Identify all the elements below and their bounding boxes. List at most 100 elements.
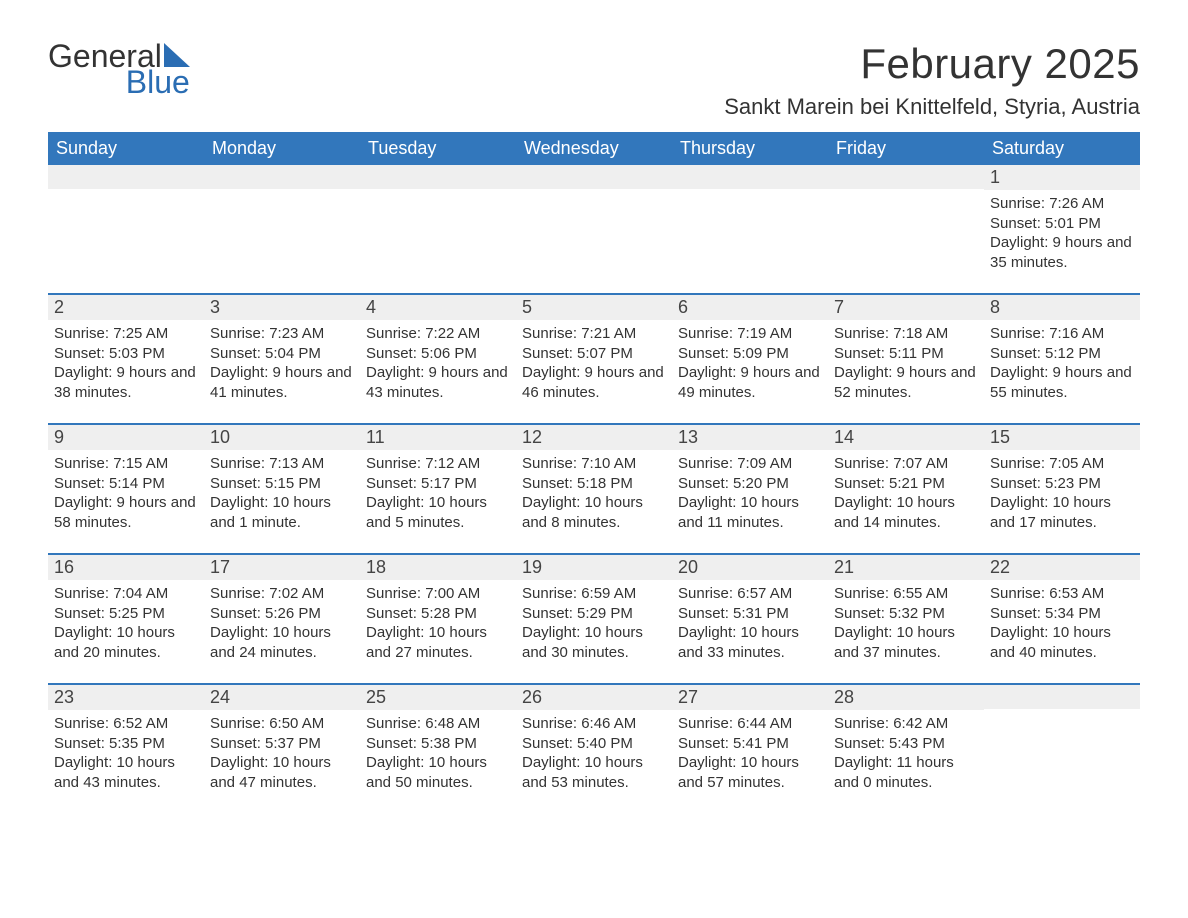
daylight-text: Daylight: 10 hours and 30 minutes. [522,623,666,662]
sunset-text: Sunset: 5:07 PM [522,344,666,364]
day-body: Sunrise: 7:07 AMSunset: 5:21 PMDaylight:… [828,450,984,540]
sunrise-text: Sunrise: 7:07 AM [834,454,978,474]
sunset-text: Sunset: 5:14 PM [54,474,198,494]
sunset-text: Sunset: 5:32 PM [834,604,978,624]
daylight-text: Daylight: 9 hours and 43 minutes. [366,363,510,402]
sunset-text: Sunset: 5:20 PM [678,474,822,494]
day-body: Sunrise: 7:18 AMSunset: 5:11 PMDaylight:… [828,320,984,410]
daylight-text: Daylight: 10 hours and 17 minutes. [990,493,1134,532]
day-number: 16 [48,555,204,580]
daylight-text: Daylight: 11 hours and 0 minutes. [834,753,978,792]
day-body [204,189,360,201]
sunset-text: Sunset: 5:21 PM [834,474,978,494]
day-cell: 4Sunrise: 7:22 AMSunset: 5:06 PMDaylight… [360,295,516,413]
daylight-text: Daylight: 10 hours and 53 minutes. [522,753,666,792]
dow-header-row: Sunday Monday Tuesday Wednesday Thursday… [48,132,1140,165]
sunset-text: Sunset: 5:12 PM [990,344,1134,364]
day-number: 11 [360,425,516,450]
day-body: Sunrise: 7:23 AMSunset: 5:04 PMDaylight:… [204,320,360,410]
daylight-text: Daylight: 10 hours and 8 minutes. [522,493,666,532]
sunset-text: Sunset: 5:38 PM [366,734,510,754]
daylight-text: Daylight: 10 hours and 14 minutes. [834,493,978,532]
day-number: 21 [828,555,984,580]
sunset-text: Sunset: 5:11 PM [834,344,978,364]
day-number: 28 [828,685,984,710]
sunset-text: Sunset: 5:34 PM [990,604,1134,624]
day-cell: 6Sunrise: 7:19 AMSunset: 5:09 PMDaylight… [672,295,828,413]
sunrise-text: Sunrise: 7:09 AM [678,454,822,474]
daylight-text: Daylight: 9 hours and 49 minutes. [678,363,822,402]
sunrise-text: Sunrise: 6:59 AM [522,584,666,604]
calendar-week: 1Sunrise: 7:26 AMSunset: 5:01 PMDaylight… [48,165,1140,283]
dow-wednesday: Wednesday [516,132,672,165]
day-cell: 25 Sunrise: 6:48 AMSunset: 5:38 PMDayligh… [360,685,516,803]
day-number: 8 [984,295,1140,320]
sunrise-text: Sunrise: 6:50 AM [210,714,354,734]
day-body: Sunrise: 6:50 AMSunset: 5:37 PMDaylight:… [204,710,360,800]
day-body: Sunrise: 6:46 AMSunset: 5:40 PMDaylight:… [516,710,672,800]
day-body [516,189,672,201]
day-number [828,165,984,189]
day-cell: 22Sunrise: 6:53 AMSunset: 5:34 PMDayligh… [984,555,1140,673]
sunset-text: Sunset: 5:18 PM [522,474,666,494]
day-body [672,189,828,201]
sunrise-text: Sunrise: 7:18 AM [834,324,978,344]
day-number: 15 [984,425,1140,450]
day-body: Sunrise: 7:12 AMSunset: 5:17 PMDaylight:… [360,450,516,540]
day-cell [360,165,516,283]
day-cell: 19Sunrise: 6:59 AMSunset: 5:29 PMDayligh… [516,555,672,673]
day-number: 2 [48,295,204,320]
day-cell: 14Sunrise: 7:07 AMSunset: 5:21 PMDayligh… [828,425,984,543]
day-body: Sunrise: 6:42 AMSunset: 5:43 PMDaylight:… [828,710,984,800]
sunset-text: Sunset: 5:17 PM [366,474,510,494]
daylight-text: Daylight: 9 hours and 46 minutes. [522,363,666,402]
calendar-week: 23Sunrise: 6:52 AMSunset: 5:35 PMDayligh… [48,683,1140,803]
day-cell: 24Sunrise: 6:50 AMSunset: 5:37 PMDayligh… [204,685,360,803]
sunrise-text: Sunrise: 7:22 AM [366,324,510,344]
day-cell: 7Sunrise: 7:18 AMSunset: 5:11 PMDaylight… [828,295,984,413]
day-cell: 13Sunrise: 7:09 AMSunset: 5:20 PMDayligh… [672,425,828,543]
daylight-text: Daylight: 10 hours and 50 minutes. [366,753,510,792]
day-number: 23 [48,685,204,710]
daylight-text: Daylight: 10 hours and 1 minute. [210,493,354,532]
sunset-text: Sunset: 5:26 PM [210,604,354,624]
day-body: Sunrise: 7:02 AMSunset: 5:26 PMDaylight:… [204,580,360,670]
day-cell: 11Sunrise: 7:12 AMSunset: 5:17 PMDayligh… [360,425,516,543]
sunset-text: Sunset: 5:01 PM [990,214,1134,234]
sunset-text: Sunset: 5:03 PM [54,344,198,364]
sunrise-text: Sunrise: 7:15 AM [54,454,198,474]
day-cell [516,165,672,283]
day-number: 20 [672,555,828,580]
sunset-text: Sunset: 5:23 PM [990,474,1134,494]
day-number: 17 [204,555,360,580]
sunrise-text: Sunrise: 7:12 AM [366,454,510,474]
sunrise-text: Sunrise: 6:48 AM [366,714,510,734]
sunset-text: Sunset: 5:29 PM [522,604,666,624]
day-number: 26 [516,685,672,710]
day-number: 12 [516,425,672,450]
day-body: Sunrise: 6:53 AMSunset: 5:34 PMDaylight:… [984,580,1140,670]
dow-tuesday: Tuesday [360,132,516,165]
daylight-text: Daylight: 10 hours and 24 minutes. [210,623,354,662]
daylight-text: Daylight: 9 hours and 52 minutes. [834,363,978,402]
sunset-text: Sunset: 5:15 PM [210,474,354,494]
day-body: Sunrise: 7:05 AMSunset: 5:23 PMDaylight:… [984,450,1140,540]
sunrise-text: Sunrise: 7:05 AM [990,454,1134,474]
day-number [360,165,516,189]
sunrise-text: Sunrise: 6:46 AM [522,714,666,734]
sunrise-text: Sunrise: 6:55 AM [834,584,978,604]
calendar-week: 16Sunrise: 7:04 AMSunset: 5:25 PMDayligh… [48,553,1140,673]
calendar-week: 9Sunrise: 7:15 AMSunset: 5:14 PMDaylight… [48,423,1140,543]
daylight-text: Daylight: 9 hours and 35 minutes. [990,233,1134,272]
day-cell [828,165,984,283]
calendar: Sunday Monday Tuesday Wednesday Thursday… [48,132,1140,803]
day-cell: 5Sunrise: 7:21 AMSunset: 5:07 PMDaylight… [516,295,672,413]
daylight-text: Daylight: 10 hours and 40 minutes. [990,623,1134,662]
day-body [828,189,984,201]
day-number: 27 [672,685,828,710]
sunset-text: Sunset: 5:35 PM [54,734,198,754]
day-body: Sunrise: 7:15 AMSunset: 5:14 PMDaylight:… [48,450,204,540]
day-number: 25 [360,685,516,710]
day-body: Sunrise: 7:25 AMSunset: 5:03 PMDaylight:… [48,320,204,410]
day-cell: 12Sunrise: 7:10 AMSunset: 5:18 PMDayligh… [516,425,672,543]
